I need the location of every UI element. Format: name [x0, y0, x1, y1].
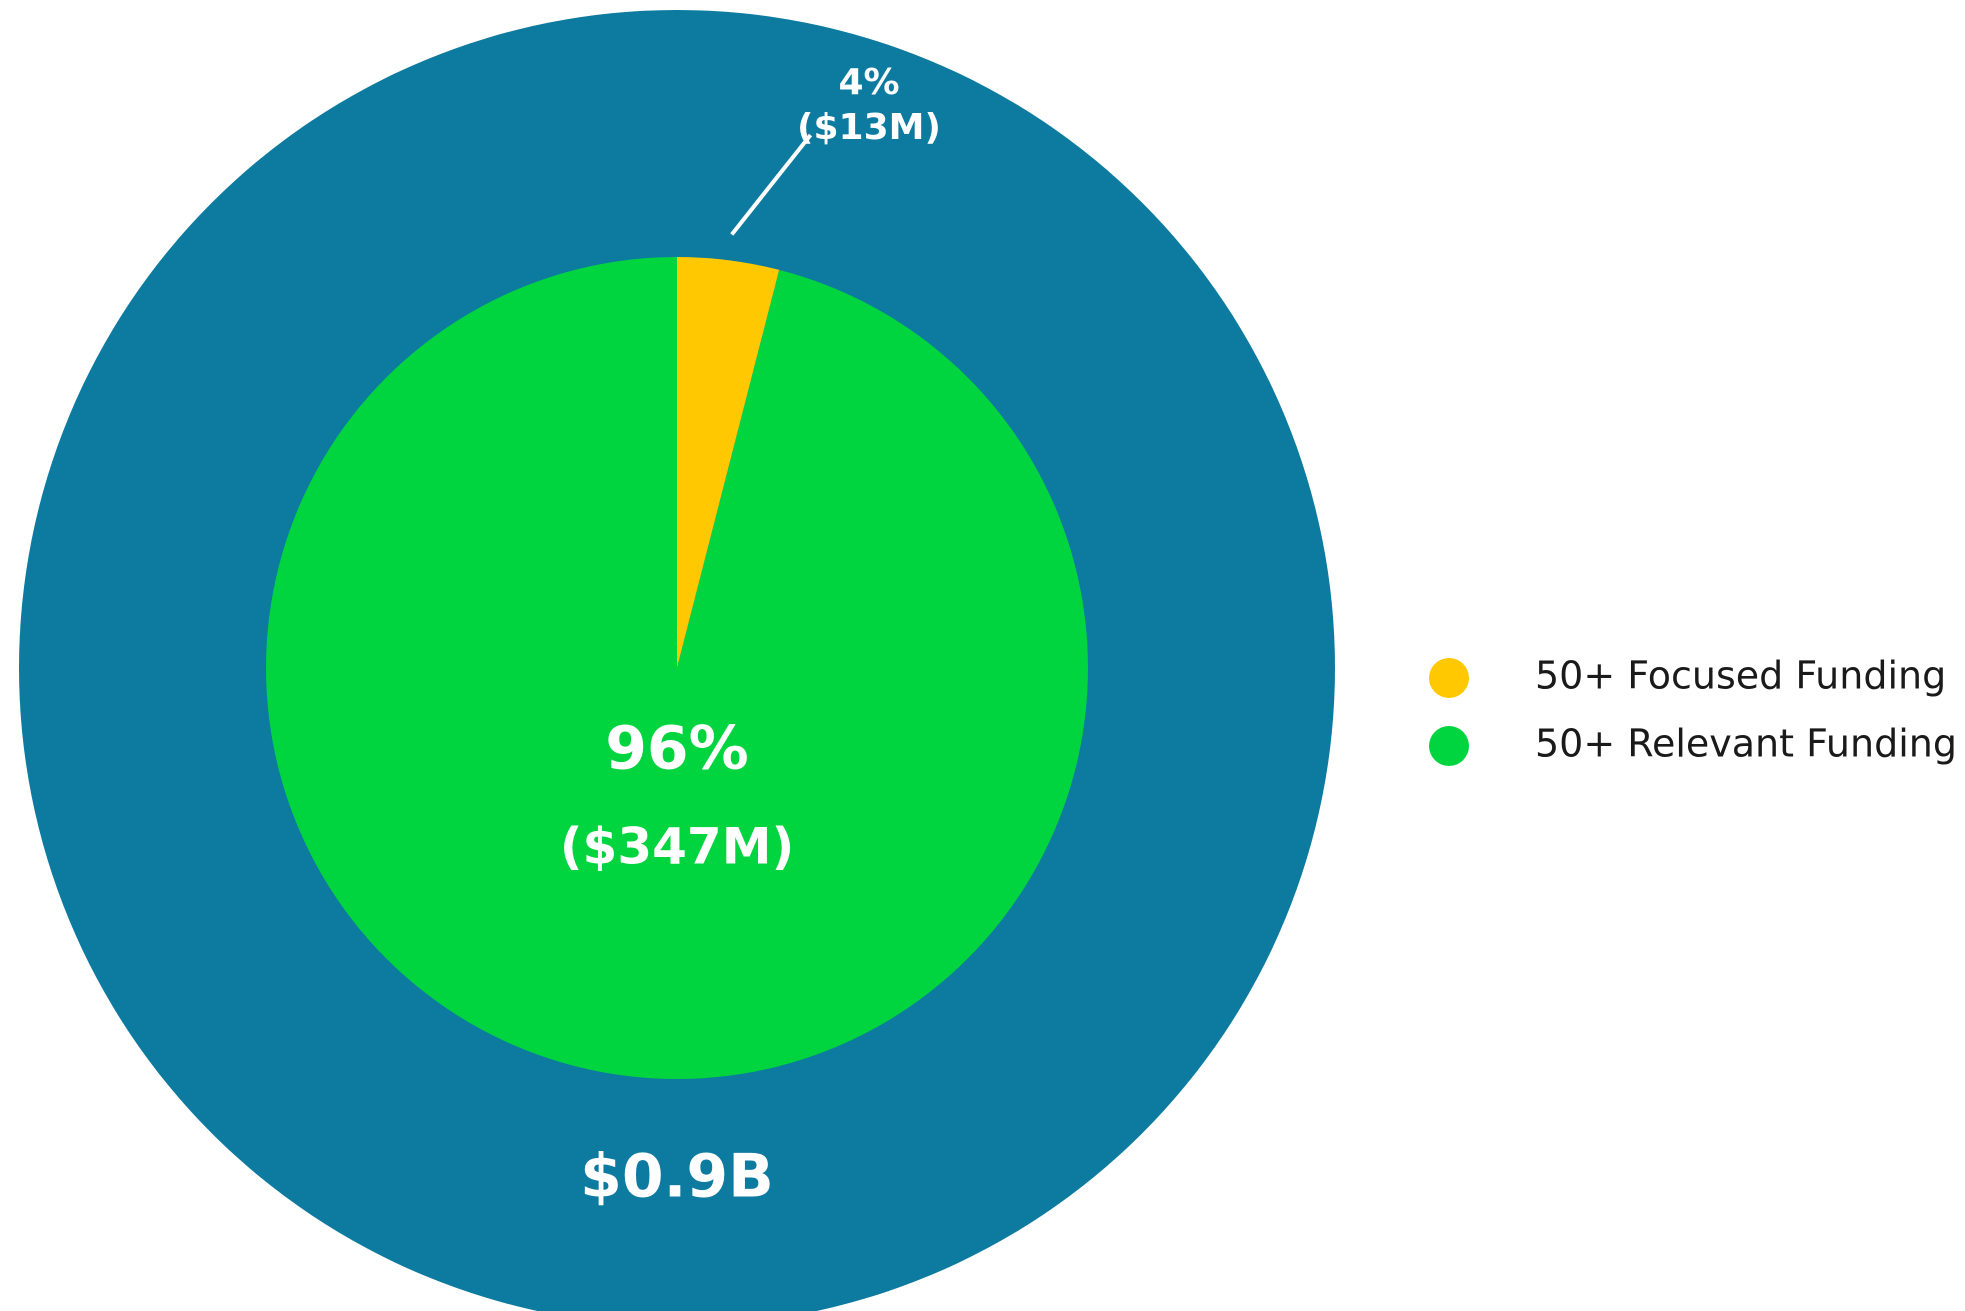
legend-label: 50+ Relevant Funding: [1535, 722, 1957, 766]
amount-label: ($347M): [560, 818, 795, 876]
value-label: 4%: [838, 62, 899, 103]
pie-slice: [265, 257, 1088, 1079]
legend-marker: [1429, 726, 1469, 766]
amount-label: ($13M): [797, 107, 941, 148]
legend-label: 50+ Focused Funding: [1535, 654, 1946, 698]
pie-slice: [677, 257, 780, 668]
leader-line: [730, 133, 813, 236]
legend-marker: [1429, 658, 1469, 698]
total-label: $0.9B: [580, 1142, 774, 1212]
value-label: 96%: [605, 714, 749, 784]
